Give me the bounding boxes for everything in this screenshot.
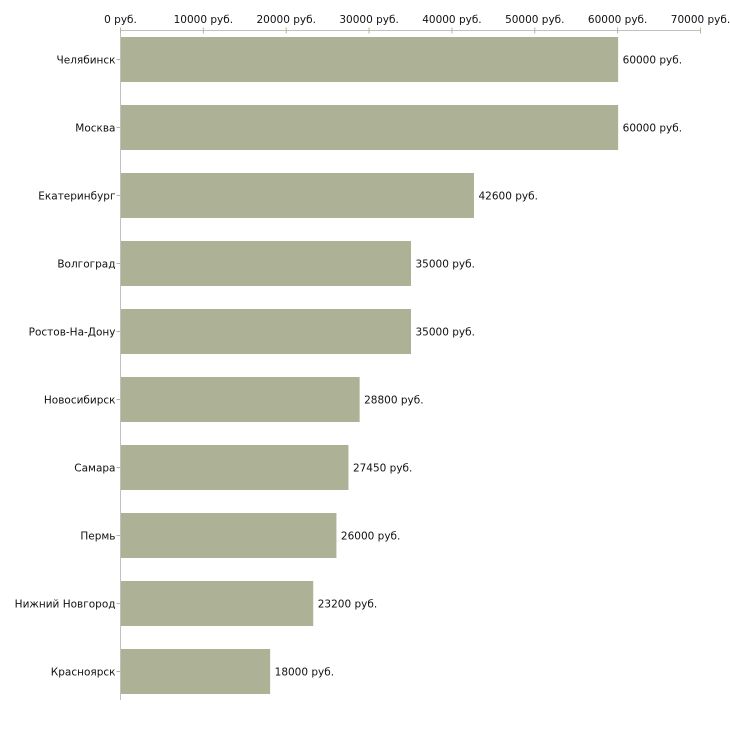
data-label: 18000 руб. xyxy=(275,667,334,679)
x-tick-label: 40000 руб. xyxy=(422,14,481,26)
bar xyxy=(121,173,474,218)
category-label: Челябинск xyxy=(57,55,116,67)
data-label: 28800 руб. xyxy=(364,395,423,407)
category-label: Москва xyxy=(75,123,115,135)
category-label: Новосибирск xyxy=(44,395,116,407)
data-label: 35000 руб. xyxy=(416,327,475,339)
category-label: Волгоград xyxy=(57,259,115,271)
category-label: Ростов-На-Дону xyxy=(29,327,116,339)
data-label: 26000 руб. xyxy=(341,531,400,543)
x-tick-label: 50000 руб. xyxy=(505,14,564,26)
bar xyxy=(121,649,271,694)
data-label: 23200 руб. xyxy=(318,599,377,611)
bar xyxy=(121,309,411,354)
data-label: 60000 руб. xyxy=(623,55,682,67)
category-label: Красноярск xyxy=(51,667,116,679)
x-tick-label: 30000 руб. xyxy=(339,14,398,26)
data-label: 27450 руб. xyxy=(353,463,412,475)
category-label: Самара xyxy=(74,463,115,475)
data-label: 42600 руб. xyxy=(478,191,537,203)
category-label: Пермь xyxy=(80,531,115,543)
data-label: 35000 руб. xyxy=(416,259,475,271)
bar xyxy=(121,445,349,490)
bar xyxy=(121,105,619,150)
category-label: Нижний Новгород xyxy=(15,599,116,611)
bar xyxy=(121,241,411,286)
x-tick-label: 60000 руб. xyxy=(588,14,647,26)
x-tick-label: 70000 руб. xyxy=(671,14,730,26)
bar xyxy=(121,37,619,82)
bar xyxy=(121,513,337,558)
bar xyxy=(121,581,314,626)
bar xyxy=(121,377,360,422)
data-label: 60000 руб. xyxy=(623,123,682,135)
x-tick-label: 10000 руб. xyxy=(174,14,233,26)
x-tick-label: 0 руб. xyxy=(104,14,137,26)
category-label: Екатеринбург xyxy=(38,191,115,203)
x-tick-label: 20000 руб. xyxy=(256,14,315,26)
